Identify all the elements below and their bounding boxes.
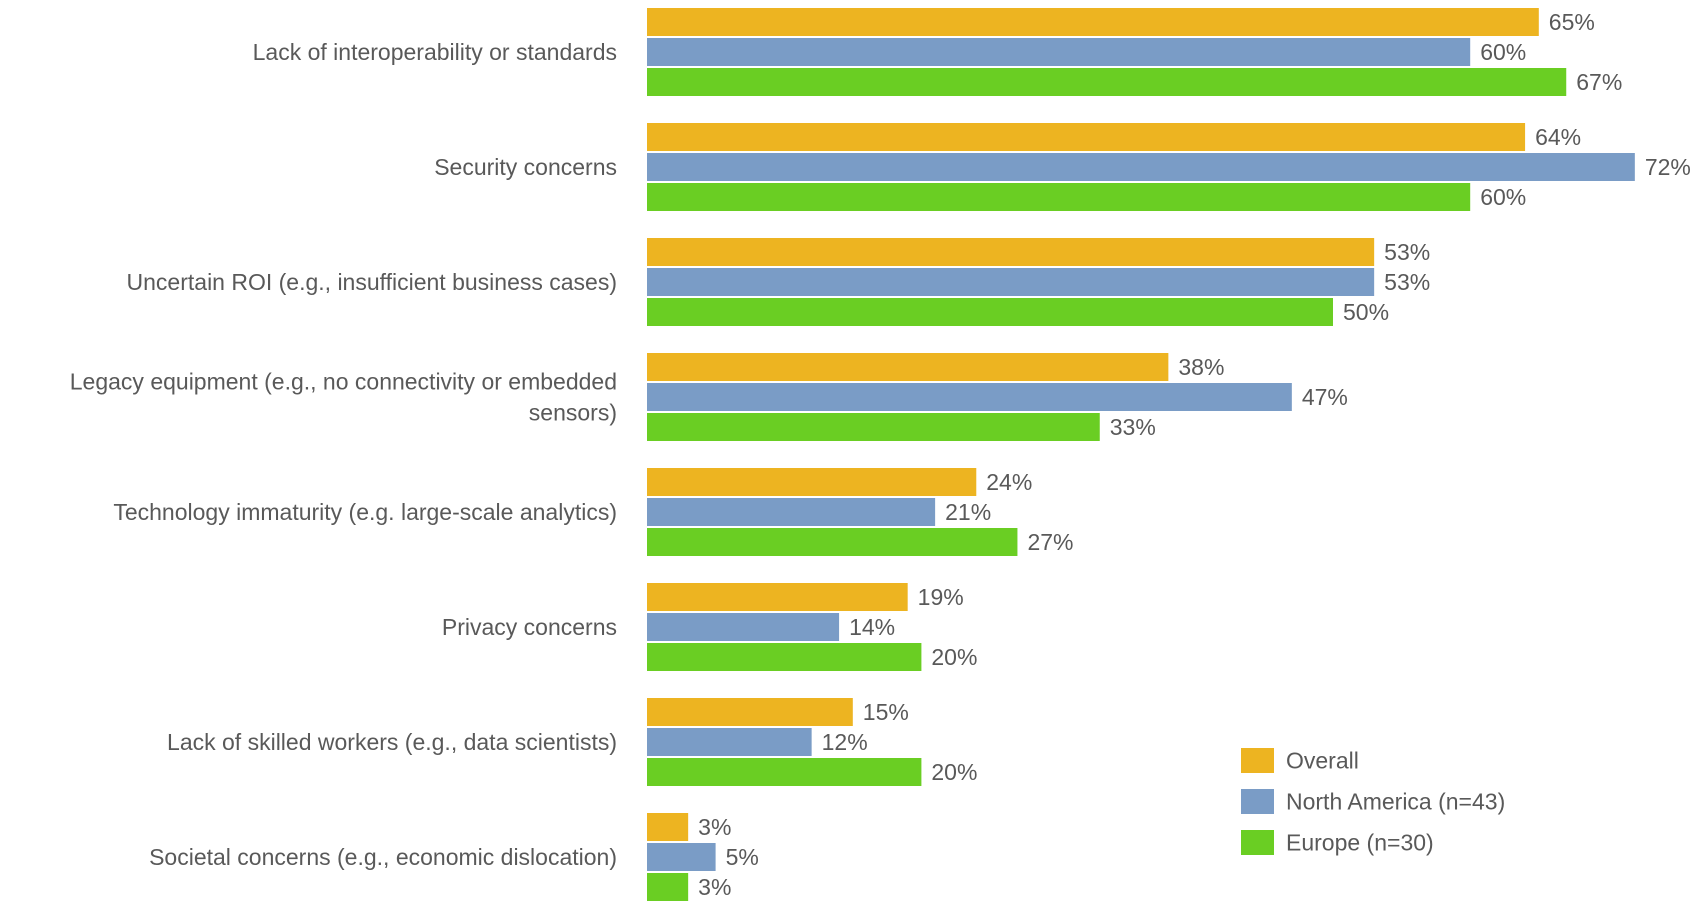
bar: [647, 613, 840, 641]
value-labels: 65% 60% 67% 64% 72% 60% 53% 53% 50% 38% 47% 33% 24% 2…: [698, 9, 1691, 900]
bar: [647, 528, 1018, 556]
bar: [647, 183, 1471, 211]
data-label: 60%: [1480, 184, 1526, 210]
data-label: 53%: [1384, 239, 1430, 265]
bar: [647, 238, 1375, 266]
bar: [647, 843, 716, 871]
category-label-line: Technology immaturity (e.g. large-scale …: [113, 499, 617, 525]
legend-swatch: [1241, 830, 1274, 855]
bar: [647, 383, 1292, 411]
data-label: 53%: [1384, 269, 1430, 295]
category-label: Privacy concerns: [442, 614, 617, 640]
legend-swatch: [1241, 748, 1274, 773]
data-label: 19%: [918, 584, 964, 610]
data-label: 12%: [822, 729, 868, 755]
legend: Overall North America (n=43) Europe (n=30): [1241, 748, 1505, 856]
data-label: 14%: [849, 614, 895, 640]
bar: [647, 353, 1169, 381]
bar: [647, 298, 1333, 326]
data-label: 24%: [986, 469, 1032, 495]
bar: [647, 413, 1100, 441]
data-label: 20%: [931, 759, 977, 785]
data-label: 60%: [1480, 39, 1526, 65]
data-label: 72%: [1645, 154, 1691, 180]
data-label: 21%: [945, 499, 991, 525]
data-label: 5%: [726, 844, 759, 870]
bar: [647, 468, 977, 496]
category-label-line: Uncertain ROI (e.g., insufficient busine…: [127, 269, 617, 295]
bar: [647, 758, 922, 786]
bar: [647, 38, 1471, 66]
data-label: 38%: [1178, 354, 1224, 380]
category-label-line: Privacy concerns: [442, 614, 617, 640]
bar: [647, 873, 689, 901]
bar: [647, 728, 812, 756]
bar: [647, 153, 1635, 181]
category-label-line: sensors): [529, 400, 617, 426]
bar: [647, 643, 922, 671]
category-label-line: Lack of skilled workers (e.g., data scie…: [167, 729, 617, 755]
data-label: 65%: [1549, 9, 1595, 35]
data-label: 3%: [698, 874, 731, 900]
category-label-line: Legacy equipment (e.g., no connectivity …: [70, 369, 617, 395]
bars: [647, 8, 1635, 901]
category-label-line: Security concerns: [434, 154, 617, 180]
bar: [647, 583, 908, 611]
data-label: 33%: [1110, 414, 1156, 440]
data-label: 47%: [1302, 384, 1348, 410]
legend-label: North America (n=43): [1286, 789, 1505, 815]
category-label-line: Societal concerns (e.g., economic disloc…: [149, 844, 617, 870]
legend-swatch: [1241, 789, 1274, 814]
category-labels: Lack of interoperability or standards Sec…: [70, 39, 617, 870]
category-label: Uncertain ROI (e.g., insufficient busine…: [127, 269, 617, 295]
bar: [647, 8, 1539, 36]
data-label: 50%: [1343, 299, 1389, 325]
bar: [647, 813, 689, 841]
legend-label: Europe (n=30): [1286, 830, 1434, 856]
bar: [647, 268, 1375, 296]
category-label: Lack of interoperability or standards: [253, 39, 617, 65]
data-label: 64%: [1535, 124, 1581, 150]
category-label: Security concerns: [434, 154, 617, 180]
category-label: Legacy equipment (e.g., no connectivity …: [70, 369, 617, 426]
category-label: Technology immaturity (e.g. large-scale …: [113, 499, 617, 525]
data-label: 20%: [931, 644, 977, 670]
bar: [647, 498, 936, 526]
data-label: 27%: [1027, 529, 1073, 555]
data-label: 15%: [863, 699, 909, 725]
bar: [647, 698, 853, 726]
category-label-line: Lack of interoperability or standards: [253, 39, 617, 65]
category-label: Societal concerns (e.g., economic disloc…: [149, 844, 617, 870]
bar: [647, 123, 1526, 151]
bar: [647, 68, 1567, 96]
legend-label: Overall: [1286, 748, 1359, 774]
data-label: 3%: [698, 814, 731, 840]
category-label: Lack of skilled workers (e.g., data scie…: [167, 729, 617, 755]
data-label: 67%: [1576, 69, 1622, 95]
